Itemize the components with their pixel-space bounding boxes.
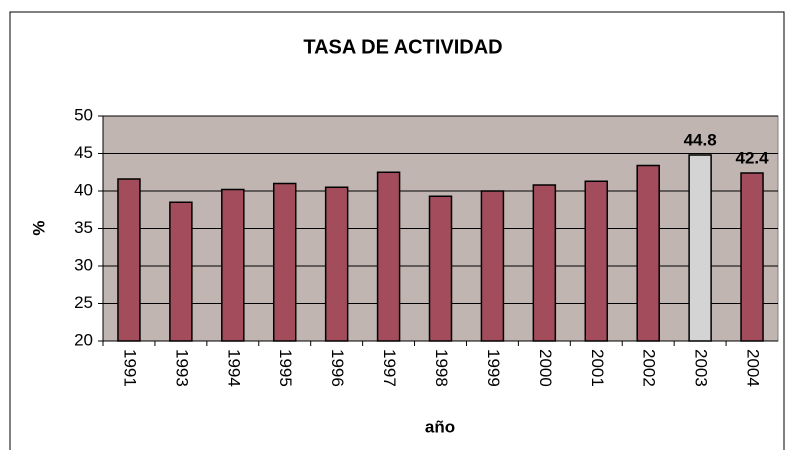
x-tick-label: 1997 xyxy=(380,349,399,387)
x-axis-label: año xyxy=(425,417,455,436)
bar xyxy=(480,190,505,342)
x-tick-label: 2000 xyxy=(536,349,555,387)
bar xyxy=(272,182,297,342)
bar xyxy=(688,154,712,342)
y-tick-label: 35 xyxy=(74,218,93,237)
data-label: 44.8 xyxy=(684,130,717,149)
data-label: 42.4 xyxy=(735,148,769,167)
bar xyxy=(740,172,764,342)
bar xyxy=(636,164,660,342)
x-tick-label: 2003 xyxy=(692,349,711,387)
y-axis-label: % xyxy=(29,220,48,235)
x-tick-label: 1991 xyxy=(120,349,139,387)
y-tick-label: 25 xyxy=(74,293,93,312)
bar xyxy=(584,180,609,342)
y-tick-label: 30 xyxy=(74,255,93,274)
x-tick-label: 1996 xyxy=(328,349,347,387)
x-tick-label: 1998 xyxy=(432,349,451,387)
bar xyxy=(324,186,349,342)
x-tick-label: 2001 xyxy=(588,349,607,387)
bar xyxy=(117,178,141,342)
x-tick-label: 2004 xyxy=(744,349,763,387)
y-tick-label: 45 xyxy=(74,143,93,162)
bar xyxy=(169,201,193,342)
y-tick-label: 50 xyxy=(74,105,93,124)
y-tick-label: 40 xyxy=(74,180,93,199)
bar xyxy=(428,195,453,342)
x-tick-label: 1994 xyxy=(224,349,243,387)
x-tick-label: 1999 xyxy=(484,349,503,387)
chart-frame xyxy=(9,11,785,450)
y-tick-label: 20 xyxy=(74,330,93,349)
chart-title: TASA DE ACTIVIDAD xyxy=(303,36,502,58)
bar xyxy=(532,184,557,342)
x-tick-label: 2002 xyxy=(640,349,659,387)
bar xyxy=(221,188,245,342)
bar xyxy=(376,171,401,342)
x-tick-label: 1993 xyxy=(172,349,191,387)
x-tick-label: 1995 xyxy=(276,349,295,387)
